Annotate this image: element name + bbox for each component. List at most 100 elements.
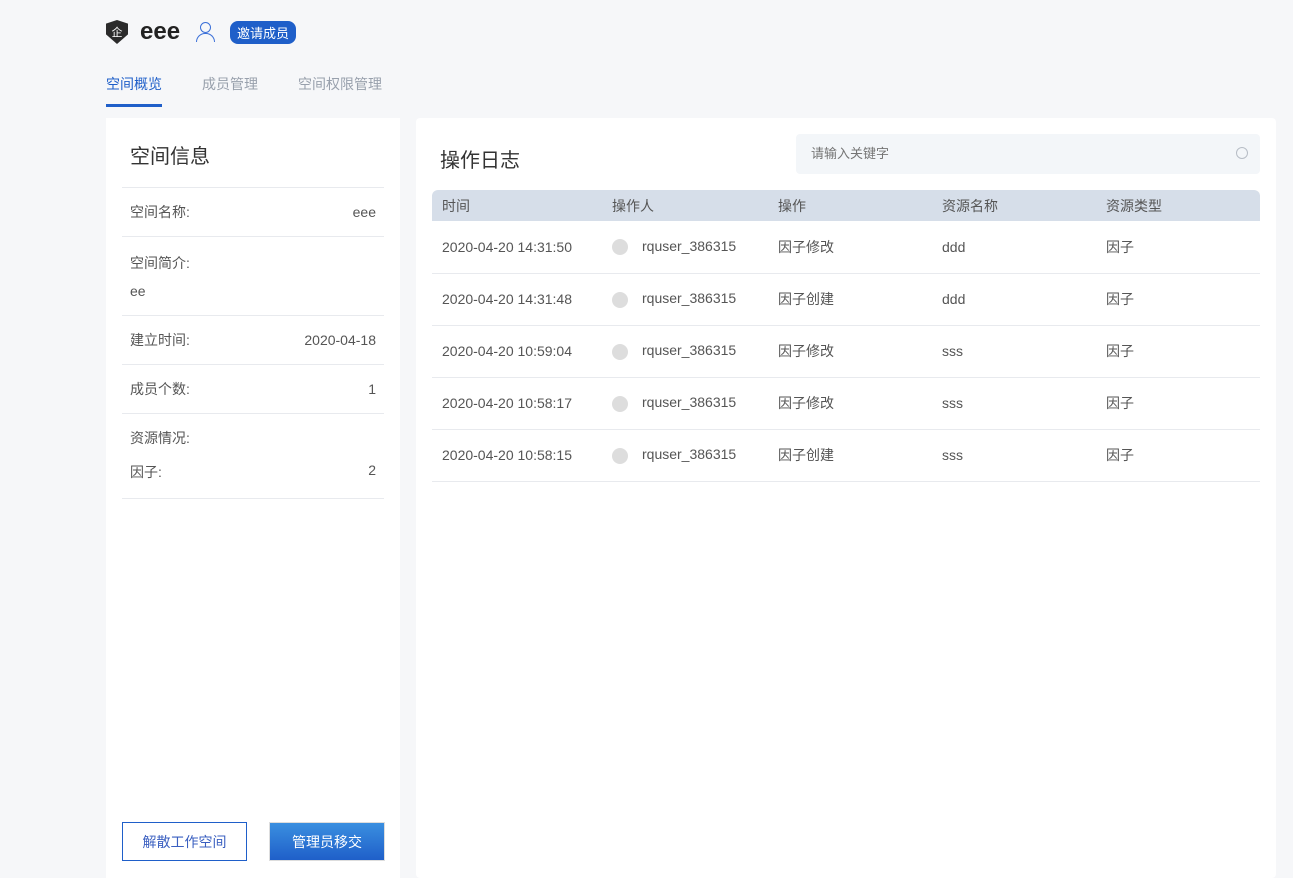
label: 成员个数: (130, 381, 190, 397)
panel-title: 操作日志 (440, 150, 520, 172)
label: 资源情况: (130, 430, 190, 446)
cell-text: 因子 (1106, 238, 1134, 255)
table-cell: 因子修改 (768, 221, 932, 274)
cell-text: sss (942, 395, 963, 411)
cell-text: 因子 (1106, 395, 1134, 411)
info-row-members: 成员个数: 1 (122, 365, 384, 414)
table-cell: 2020-04-20 10:58:17 (432, 377, 602, 430)
avatar-icon (612, 239, 628, 256)
cell-text: sss (942, 447, 963, 463)
cell-text: rquser_386315 (642, 446, 737, 463)
cell-text: rquser_386315 (642, 238, 737, 255)
cell-text: 2020-04-20 10:59:04 (442, 343, 572, 359)
info-row-name: 空间名称: eee (122, 188, 384, 237)
label: 空间名称: (130, 204, 190, 220)
cell-text: 2020-04-20 10:58:15 (442, 447, 572, 463)
search-box (796, 134, 1260, 174)
avatar-icon (612, 291, 628, 308)
table-cell: 因子 (1096, 325, 1260, 378)
search-input[interactable] (811, 146, 1211, 161)
table-cell: sss (932, 325, 1096, 378)
table-cell: 因子创建 (768, 273, 932, 326)
value: 2 (368, 462, 376, 478)
cell-text: rquser_386315 (642, 342, 737, 359)
value: eee (352, 204, 376, 220)
col-header: 操作 (768, 190, 932, 221)
panel-title: 空间信息 (122, 118, 384, 188)
tab-overview[interactable]: 空间概览 (106, 74, 162, 107)
table-cell: 因子 (1096, 429, 1260, 482)
value: 2020-04-18 (304, 332, 376, 348)
table-cell: 因子修改 (768, 325, 932, 378)
cell-text: 2020-04-20 10:58:17 (442, 395, 572, 411)
space-info-panel: 空间信息 空间名称: eee 空间简介: ee 建立时间: 2020-04-18 成员… (106, 118, 400, 878)
table-cell: rquser_386315 (602, 377, 768, 430)
table-row: 2020-04-20 14:31:50 rquser_386315 因子修改 ddd 因… (432, 221, 1260, 274)
table-row: 2020-04-20 10:59:04 rquser_386315 因子修改 sss 因… (432, 325, 1260, 378)
enterprise-shield-icon: 企 (106, 20, 128, 44)
cell-text: 因子修改 (778, 343, 834, 359)
cell-text: sss (942, 343, 963, 359)
avatar-icon (612, 447, 628, 464)
log-table: 时间 操作人 操作 资源名称 资源类型 2020-04-20 14:31:50 r… (432, 190, 1260, 482)
cell-text: 因子 (1106, 447, 1134, 463)
info-row-desc: 空间简介: ee (122, 237, 384, 316)
value: ee (130, 283, 146, 299)
label: 因子: (130, 464, 162, 480)
cell-text: 2020-04-20 14:31:48 (442, 291, 572, 307)
col-header: 操作人 (602, 190, 768, 221)
avatar-icon (612, 343, 628, 360)
table-cell: rquser_386315 (602, 429, 768, 482)
value: 1 (368, 381, 376, 397)
search-icon[interactable] (1236, 147, 1248, 159)
table-cell: 2020-04-20 14:31:48 (432, 273, 602, 326)
table-cell: 2020-04-20 14:31:50 (432, 221, 602, 274)
cell-text: 因子 (1106, 291, 1134, 307)
table-cell: 因子创建 (768, 429, 932, 482)
table-cell: 因子 (1096, 273, 1260, 326)
col-header: 时间 (432, 190, 602, 221)
table-cell: 因子 (1096, 377, 1260, 430)
dissolve-space-button[interactable]: 解散工作空间 (122, 822, 247, 861)
table-cell: rquser_386315 (602, 325, 768, 378)
cell-text: 因子修改 (778, 238, 834, 255)
table-cell: sss (932, 429, 1096, 482)
label: 建立时间: (130, 332, 190, 348)
cell-text: 因子修改 (778, 395, 834, 411)
col-header: 资源类型 (1096, 190, 1260, 221)
table-cell: rquser_386315 (602, 273, 768, 326)
table-cell: 2020-04-20 10:58:15 (432, 429, 602, 482)
tabs: 空间概览 成员管理 空间权限管理 (106, 74, 382, 107)
tab-members[interactable]: 成员管理 (202, 76, 258, 92)
invite-member-button[interactable]: 邀请成员 (230, 20, 297, 44)
col-header: 资源名称 (932, 190, 1096, 221)
table-cell: 因子 (1096, 221, 1260, 274)
cell-text: rquser_386315 (642, 394, 737, 411)
table-cell: rquser_386315 (602, 221, 768, 274)
table-cell: sss (932, 377, 1096, 430)
cell-text: 因子创建 (778, 291, 834, 307)
avatar-icon (612, 395, 628, 412)
user-icon[interactable] (196, 22, 216, 42)
transfer-admin-button[interactable]: 管理员移交 (269, 822, 385, 861)
operation-log-panel: 操作日志 时间 操作人 操作 资源名称 资源类型 2020-04-20 14:3… (416, 118, 1276, 878)
table-cell: ddd (932, 273, 1096, 326)
table-cell: 因子修改 (768, 377, 932, 430)
label: 空间简介: (130, 255, 190, 271)
cell-text: ddd (942, 291, 966, 307)
table-cell: ddd (932, 221, 1096, 274)
info-row-created: 建立时间: 2020-04-18 (122, 316, 384, 365)
cell-text: 因子创建 (778, 447, 834, 463)
table-row: 2020-04-20 10:58:15 rquser_386315 因子创建 sss 因… (432, 429, 1260, 482)
header: 企 eee 邀请成员 (106, 18, 297, 46)
table-row: 2020-04-20 10:58:17 rquser_386315 因子修改 sss 因… (432, 377, 1260, 430)
space-title: eee (140, 18, 181, 45)
cell-text: rquser_386315 (642, 290, 737, 307)
cell-text: 2020-04-20 14:31:50 (442, 238, 572, 255)
table-cell: 2020-04-20 10:59:04 (432, 325, 602, 378)
tab-permissions[interactable]: 空间权限管理 (298, 76, 382, 92)
cell-text: ddd (942, 238, 966, 255)
table-row: 2020-04-20 14:31:48 rquser_386315 因子创建 ddd 因… (432, 273, 1260, 326)
info-row-resources: 资源情况: 因子: 2 (122, 414, 384, 499)
cell-text: 因子 (1106, 343, 1134, 359)
